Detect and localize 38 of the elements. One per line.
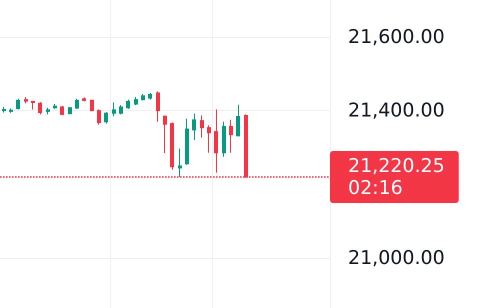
candlestick xyxy=(112,102,116,117)
candlestick xyxy=(82,96,86,102)
candlestick xyxy=(38,102,42,115)
candlestick xyxy=(192,113,196,141)
candlestick xyxy=(185,118,189,166)
candlestick xyxy=(141,94,145,101)
y-tick-label: 21,400.00 xyxy=(348,100,445,122)
ref-line-label: 21,220.25 xyxy=(348,154,445,177)
candlestick xyxy=(207,124,211,154)
candlestick xyxy=(222,121,226,158)
candlestick xyxy=(148,92,152,100)
candlestick xyxy=(60,105,64,116)
candlestick xyxy=(9,108,13,114)
candlestick xyxy=(31,100,35,110)
candlestick xyxy=(134,96,138,106)
candlestick xyxy=(104,112,108,124)
candlestick xyxy=(170,122,174,170)
candlestick xyxy=(68,106,72,115)
candlestick xyxy=(178,148,182,178)
y-tick-label: 21,000.00 xyxy=(348,247,445,270)
candlestick xyxy=(90,99,94,112)
text: 02:16 xyxy=(348,176,403,199)
candlestick xyxy=(214,109,218,174)
candlestick xyxy=(16,98,20,110)
candlestick xyxy=(2,106,6,114)
candlestick xyxy=(24,96,28,104)
candlestick xyxy=(119,104,123,115)
candlestick xyxy=(236,104,240,137)
candlestick xyxy=(229,119,233,154)
candlestick xyxy=(97,109,101,126)
candlestick xyxy=(163,114,167,154)
y-tick-label: 21,600.00 xyxy=(348,26,445,48)
candlestick xyxy=(75,98,79,110)
candlestick xyxy=(46,107,50,115)
candlestick xyxy=(53,104,57,110)
candlestick xyxy=(126,99,130,110)
candlestick xyxy=(156,90,160,122)
candlestick xyxy=(200,114,204,138)
